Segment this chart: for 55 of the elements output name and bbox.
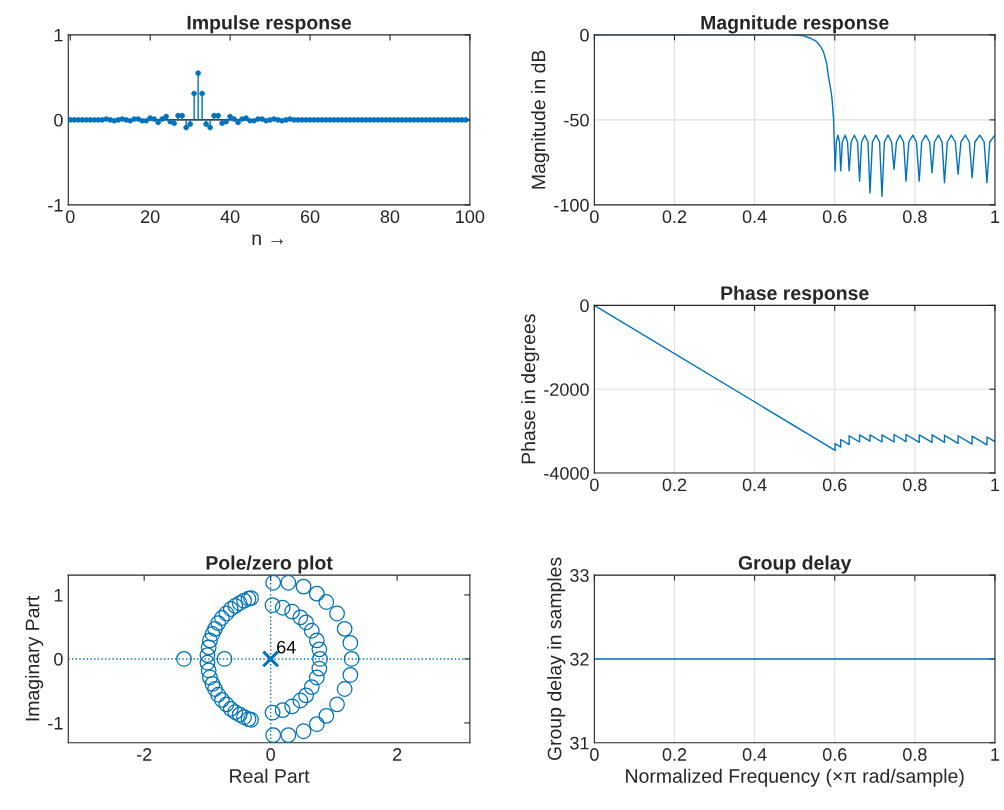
x-tick-label: 0 — [65, 210, 75, 224]
y-tick-label: -1 — [48, 717, 63, 730]
x-axis-title: Real Part — [230, 768, 310, 783]
x-tick-label: 0.6 — [822, 748, 847, 761]
y-tick-label: 33 — [570, 569, 589, 582]
x-tick-label: 0 — [590, 478, 599, 492]
y-tick-label: 32 — [570, 652, 589, 666]
y-axis-title: Phase in degrees — [521, 314, 540, 464]
x-tick-label: 0 — [590, 210, 599, 224]
chart-title: Group delay — [738, 555, 852, 574]
x-tick-label: 1 — [991, 210, 1000, 223]
x-tick-label: 0 — [266, 748, 275, 761]
x-axis-title: Normalized Frequency (×π rad/sample) — [626, 768, 964, 787]
chart-title: Magnitude response — [701, 15, 889, 34]
x-tick-label: 60 — [300, 210, 320, 224]
y-axis-title: Group delay in samples — [547, 557, 566, 761]
y-tick-label: 31 — [570, 736, 589, 750]
y-tick-label: -50 — [564, 113, 589, 127]
y-tick-label: 0 — [54, 652, 63, 666]
x-axis-title: n → — [252, 234, 283, 245]
x-tick-label: -2 — [136, 748, 152, 761]
x-tick-label: 0.4 — [742, 478, 767, 492]
x-tick-label: 0 — [590, 748, 599, 761]
y-tick-label: -100 — [554, 198, 589, 212]
x-tick-label: 0.2 — [662, 748, 687, 761]
y-tick-label: -1 — [48, 199, 63, 212]
chart-title: Phase response — [721, 285, 869, 304]
y-tick-label: -2000 — [544, 383, 589, 396]
x-tick-label: 0.8 — [903, 748, 927, 761]
x-tick-label: 2 — [393, 748, 402, 761]
y-tick-label: 0 — [580, 299, 589, 313]
annotation: 64 — [277, 640, 296, 654]
y-tick-label: 1 — [54, 28, 63, 42]
x-tick-label: 100 — [456, 210, 485, 224]
x-tick-label: 0.2 — [662, 210, 687, 224]
chart-title: Pole/zero plot — [206, 555, 333, 574]
x-tick-label: 40 — [220, 210, 240, 224]
x-tick-label: 0.8 — [903, 210, 927, 224]
y-tick-label: 1 — [54, 589, 63, 602]
y-tick-label: -4000 — [544, 466, 589, 480]
x-tick-label: 1 — [991, 478, 1000, 491]
chart-title: Impulse response — [187, 15, 352, 34]
x-tick-label: 1 — [991, 748, 1000, 761]
y-tick-label: 0 — [54, 113, 63, 127]
y-axis-title: Imaginary Part — [25, 595, 44, 721]
x-tick-label: 0.6 — [822, 478, 847, 492]
y-tick-label: 0 — [580, 28, 589, 42]
x-tick-label: 80 — [380, 210, 400, 224]
x-tick-label: 0.8 — [903, 478, 927, 492]
y-axis-title: Magnitude in dB — [531, 50, 550, 189]
x-tick-label: 0.2 — [662, 478, 687, 492]
x-tick-label: 0.4 — [742, 210, 767, 224]
x-tick-label: 20 — [141, 210, 160, 224]
x-tick-label: 0.6 — [822, 210, 847, 224]
x-tick-label: 0.4 — [742, 748, 767, 761]
